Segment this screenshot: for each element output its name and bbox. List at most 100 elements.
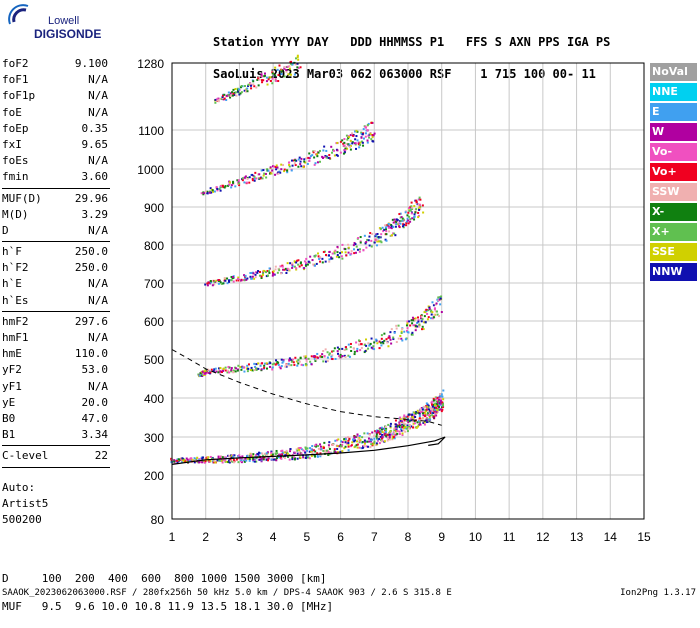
echo-point [240,279,243,282]
echo-point [428,308,431,311]
echo-point [283,451,286,454]
echo-point [331,148,334,151]
echo-point [260,368,263,371]
echo-point [209,371,212,374]
echo-point [294,451,297,454]
echo-point [326,356,329,359]
echo-point [395,340,398,343]
echo-point [246,90,249,93]
echo-point [307,260,310,263]
echo-point [280,168,283,171]
echo-point [340,255,343,258]
echo-point [418,415,421,418]
echo-point [403,330,406,333]
echo-point [297,158,300,161]
echo-point [347,436,350,439]
echo-point [319,455,322,458]
echo-point [218,279,221,282]
echo-point [231,94,234,97]
echo-point [375,234,378,237]
echo-point [283,168,286,171]
legend-item: NNW [650,263,697,281]
echo-point [425,308,428,311]
echo-point [232,371,235,374]
echo-point [345,134,348,137]
echo-point [234,366,237,369]
param-row: M(D) 3.29 [2,207,110,223]
echo-point [334,357,337,360]
echo-point [410,417,413,420]
echo-point [212,370,215,373]
x-tick-label: 5 [304,530,311,544]
echo-point [293,73,296,76]
echo-point [371,431,374,434]
echo-point [328,258,331,261]
echo-point [201,370,204,373]
echo-point [237,461,240,464]
echo-point [272,270,275,273]
echo-point [391,218,394,221]
echo-point [234,185,237,188]
echo-point [274,66,277,69]
echo-point [383,433,386,436]
echo-point [366,139,369,142]
echo-point [265,452,268,455]
y-tick-label: 500 [144,353,164,367]
echo-point [220,371,223,374]
echo-point [300,452,303,455]
echo-point [190,457,193,460]
echo-point [349,145,352,148]
echo-point [298,447,301,450]
echo-point [440,410,443,413]
echo-point [305,157,308,160]
echo-point [409,218,412,221]
echo-point [297,58,300,61]
echo-point [268,365,271,368]
echo-point [249,82,252,85]
echo-point [324,155,327,158]
echo-point [252,369,255,372]
echo-point [232,369,235,372]
echo-point [389,338,392,341]
echo-point [211,284,214,287]
echo-point [427,305,430,308]
echo-point [308,457,311,460]
echo-point [428,306,431,309]
echo-point [409,324,412,327]
echo-point [287,73,290,76]
echo-point [347,143,350,146]
echo-point [360,136,363,139]
echo-point [317,151,320,154]
echo-point [396,219,399,222]
echo-point [206,282,209,285]
echo-point [252,460,255,463]
echo-point [356,435,359,438]
echo-point [415,410,418,413]
echo-point [253,179,256,182]
echo-point [295,267,298,270]
echo-point [289,262,292,265]
echo-point [303,260,306,263]
echo-point [282,360,285,363]
echo-point [405,329,408,332]
echo-point [193,457,196,460]
echo-point [402,218,405,221]
x-tick-label: 9 [438,530,445,544]
echo-point [227,461,230,464]
echo-point [348,144,351,147]
legend-item: NNE [650,83,697,101]
echo-point [406,322,409,325]
echo-point [341,243,344,246]
echo-point [330,145,333,148]
param-name: hmF1 [2,331,29,344]
echo-point [373,132,376,135]
echo-point [325,451,328,454]
echo-point [217,455,220,458]
echo-point [262,79,265,82]
echo-point [230,370,233,373]
echo-point [434,310,437,313]
echo-point [292,361,295,364]
echo-point [354,143,357,146]
param-row: foE N/A [2,105,110,121]
echo-point [313,156,316,159]
